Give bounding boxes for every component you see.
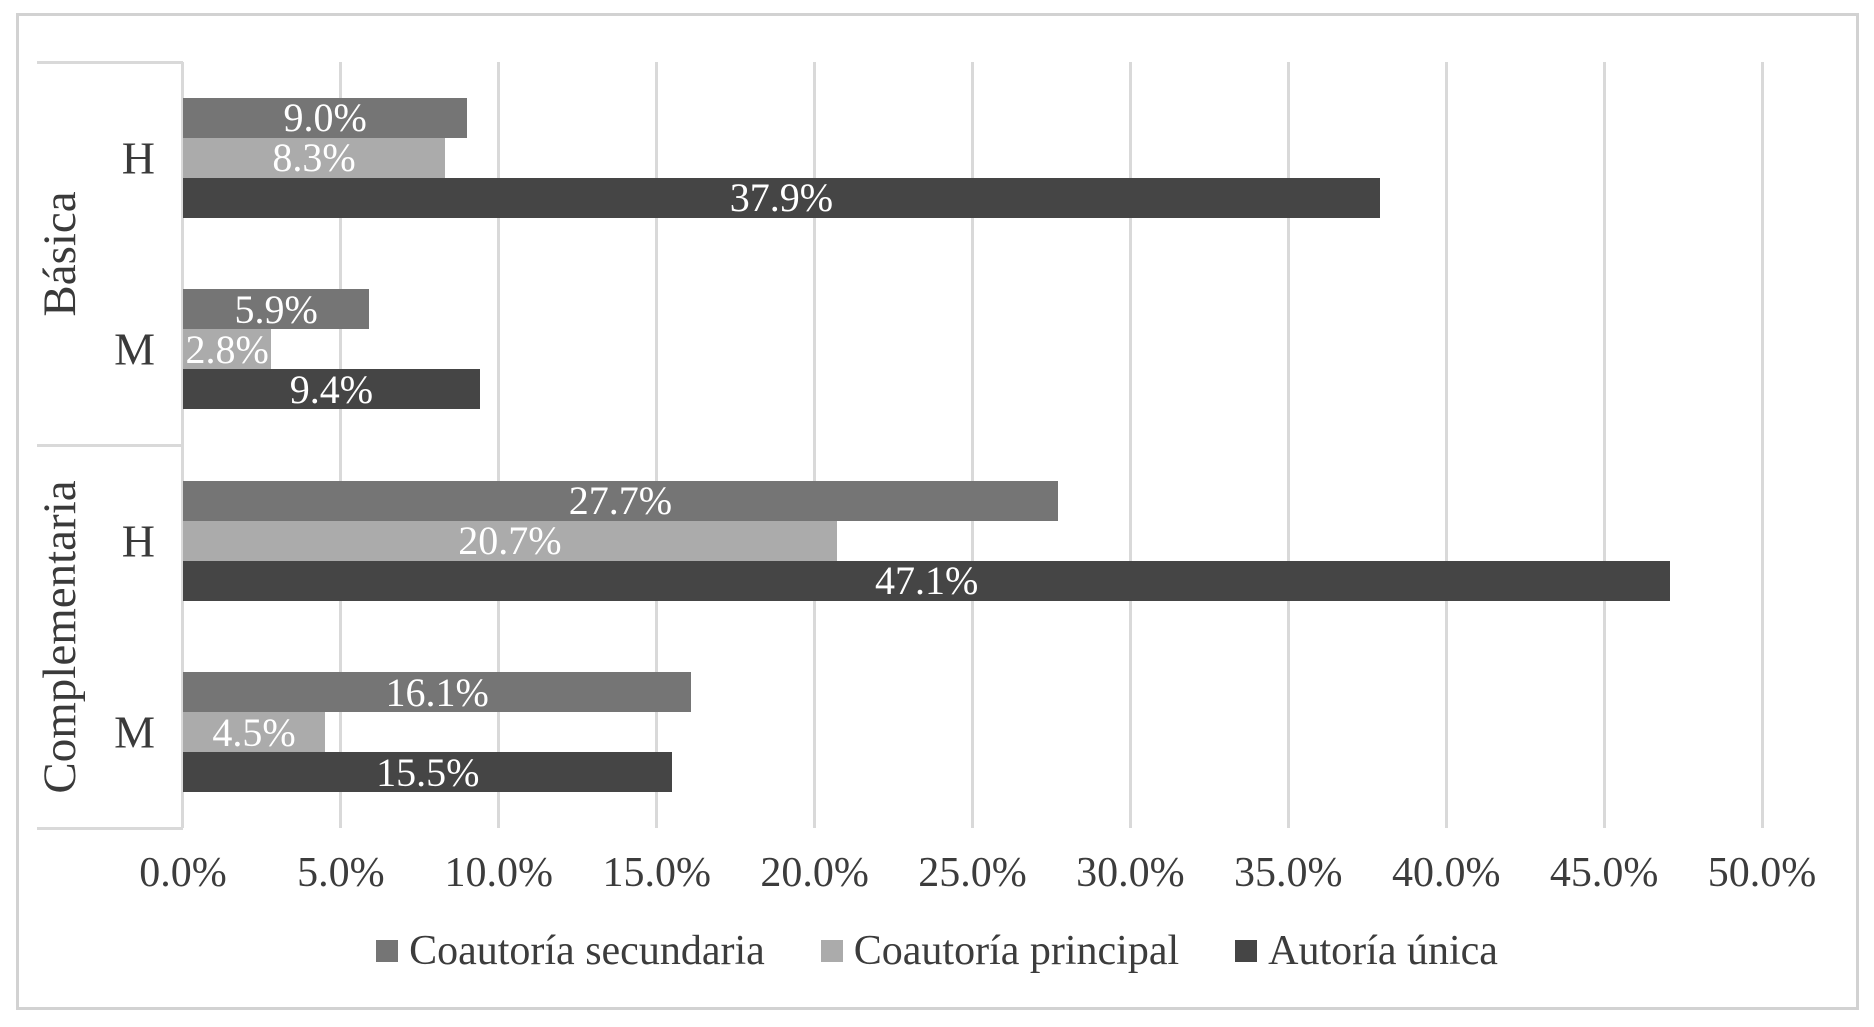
bar: 2.8%	[183, 326, 272, 372]
bar-value-label: 2.8%	[185, 326, 269, 372]
gridline	[497, 62, 501, 828]
gridline	[655, 62, 659, 828]
gridline	[971, 62, 974, 828]
x-tick-label: 40.0%	[1391, 850, 1501, 896]
gridline	[813, 62, 817, 828]
category-separator	[37, 443, 183, 447]
category-leaf-label: H	[121, 132, 155, 184]
x-tick-label: 35.0%	[1234, 850, 1343, 896]
bar-value-label: 9.4%	[289, 366, 374, 412]
gridline	[1602, 62, 1606, 828]
legend-swatch-autoria-unica-icon	[1235, 940, 1258, 962]
bar-value-label: 37.9%	[729, 175, 834, 221]
x-tick-label: 0.0%	[139, 850, 227, 896]
bar: 4.5%	[183, 709, 326, 755]
category-separator	[37, 60, 183, 64]
x-tick-label: 45.0%	[1549, 850, 1659, 896]
gridline	[1286, 62, 1290, 828]
gridline	[1128, 62, 1132, 828]
bar: 9.0%	[183, 95, 468, 141]
gridline	[1444, 62, 1448, 828]
bar-value-label: 27.7%	[568, 478, 673, 524]
category-group-label: Básica	[34, 190, 86, 317]
bar-value-label: 4.5%	[212, 709, 296, 755]
x-tick-label: 20.0%	[760, 850, 869, 896]
bar-value-label: 16.1%	[385, 669, 489, 715]
bar: 8.3%	[183, 135, 446, 181]
legend-swatch-coautoria-secundaria-icon	[376, 940, 399, 962]
bar: 5.9%	[183, 286, 370, 332]
bar: 27.7%	[183, 478, 1058, 524]
x-tick-label: 25.0%	[918, 850, 1027, 896]
x-tick-label: 10.0%	[444, 850, 554, 896]
bar-value-label: 8.3%	[272, 135, 356, 181]
legend-label: Coautoría principal	[853, 928, 1180, 974]
plot-area: 9.0% 5.9% 27.7% 16.1% 8.3% 2.8% 20.7% 4.5% 37.9%…	[181, 62, 1764, 828]
legend-swatch-coautoria-principal-icon	[820, 940, 843, 962]
category-leaf-label: H	[121, 515, 155, 567]
bar-value-label: 9.0%	[283, 95, 367, 141]
legend: Coautoría secundaria Coautoría principal…	[0, 927, 1874, 975]
bar-value-label: 20.7%	[458, 518, 562, 564]
bar: 9.4%	[183, 366, 480, 412]
legend-label: Autoría única	[1268, 928, 1498, 974]
legend-item: Coautoría principal	[820, 927, 1180, 975]
bar-value-label: 5.9%	[234, 286, 318, 332]
bar: 16.1%	[183, 669, 692, 715]
bar: 47.1%	[183, 558, 1671, 604]
category-leaf-label: M	[114, 323, 155, 375]
bar: 15.5%	[183, 749, 673, 795]
x-tick-label: 15.0%	[602, 850, 711, 896]
gridline	[1760, 62, 1764, 828]
category-leaf-label: M	[114, 706, 155, 758]
x-tick-label: 50.0%	[1707, 850, 1817, 896]
bar-value-label: 47.1%	[875, 558, 979, 604]
legend-label: Coautoría secundaria	[409, 928, 765, 974]
bar: 37.9%	[183, 175, 1380, 221]
bar: 20.7%	[183, 518, 837, 564]
x-tick-label: 5.0%	[297, 850, 385, 896]
legend-item: Coautoría secundaria	[376, 927, 765, 975]
x-tick-label: 30.0%	[1076, 850, 1185, 896]
bar-value-label: 15.5%	[376, 749, 480, 795]
category-separator	[37, 826, 183, 830]
legend-item: Autoría única	[1235, 927, 1498, 975]
gridline	[339, 62, 343, 828]
